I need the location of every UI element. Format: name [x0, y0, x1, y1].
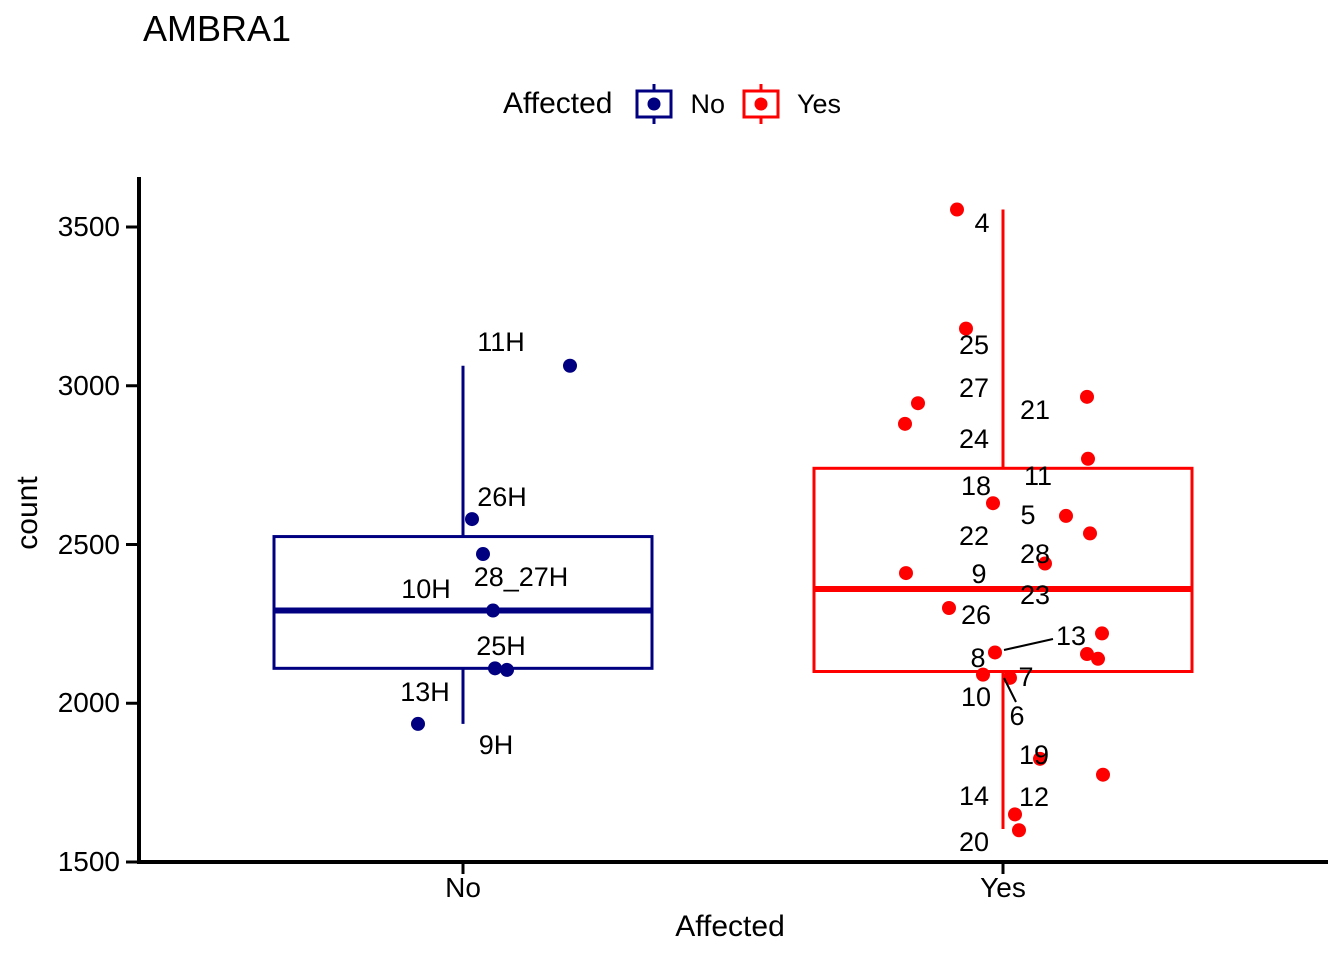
point-label-5: 5 — [1020, 500, 1035, 530]
data-point-7 — [1003, 670, 1017, 685]
point-label-26H: 26H — [477, 482, 527, 512]
point-label-9: 9 — [971, 559, 986, 589]
y-tick-label: 2500 — [57, 528, 120, 560]
point-label-24: 24 — [959, 424, 989, 454]
point-label-23: 23 — [1020, 580, 1050, 610]
point-label-28: 28 — [1020, 539, 1050, 569]
point-label-27: 27 — [959, 373, 989, 403]
point-label-7: 7 — [1018, 662, 1033, 692]
x-tick-label-yes: Yes — [980, 872, 1026, 903]
point-label-19: 19 — [1019, 740, 1049, 770]
data-point-9 — [899, 566, 913, 581]
data-point-6 — [1091, 651, 1105, 666]
data-point-12 — [1008, 807, 1022, 822]
point-label-10: 10 — [961, 682, 991, 712]
data-point-13 — [988, 645, 1002, 660]
y-tick-label: 3000 — [57, 369, 120, 401]
legend-label-no: No — [690, 88, 725, 119]
data-point-14 — [1096, 767, 1110, 782]
point-label-22: 22 — [959, 521, 989, 551]
label-leader-line-6 — [1003, 677, 1017, 703]
point-label-18: 18 — [961, 471, 991, 501]
point-label-6: 6 — [1009, 701, 1024, 731]
point-label-13: 13 — [1056, 621, 1086, 651]
data-point-13H — [411, 716, 425, 731]
data-point-25 — [959, 321, 973, 336]
data-point-26H — [465, 512, 479, 527]
data-point-9H — [500, 662, 514, 677]
point-label-14: 14 — [959, 781, 989, 811]
data-point-28 — [1038, 556, 1052, 571]
data-point-5 — [1059, 508, 1073, 523]
x-tick-label-no: No — [445, 872, 481, 903]
legend-label-yes: Yes — [797, 88, 842, 119]
legend-title: Affected — [502, 87, 613, 120]
chart-title: AMBRA1 — [143, 8, 292, 49]
x-axis-title: Affected — [675, 910, 785, 943]
y-tick-label: 1500 — [57, 846, 120, 877]
data-point-10H — [486, 603, 500, 618]
data-point-19 — [1033, 751, 1047, 766]
label-leader-line-13 — [1003, 638, 1054, 651]
data-point-8 — [1080, 647, 1094, 662]
data-point-10 — [976, 667, 990, 682]
box-no — [272, 535, 654, 670]
data-point-18 — [986, 496, 1000, 511]
data-point-26 — [942, 601, 956, 615]
y-tick-label: 3500 — [57, 211, 120, 242]
data-point-25H — [488, 661, 502, 676]
data-point-11H — [563, 358, 577, 373]
point-label-13H: 13H — [400, 677, 450, 707]
point-label-25H: 25H — [476, 631, 526, 661]
data-point-20 — [1012, 823, 1026, 838]
point-label-20: 20 — [959, 827, 989, 857]
data-point-23 — [1095, 626, 1109, 641]
data-point-22 — [1083, 526, 1097, 541]
box-yes — [812, 466, 1194, 673]
point-label-11: 11 — [1024, 461, 1052, 491]
boxplot-key-icon-no — [635, 84, 673, 124]
point-label-8: 8 — [970, 643, 985, 673]
data-point-24 — [898, 416, 912, 431]
point-label-21: 21 — [1020, 395, 1050, 425]
point-label-25: 25 — [959, 330, 989, 360]
data-point-11 — [1081, 451, 1095, 466]
data-point-4 — [950, 202, 964, 217]
boxplot-key-icon-yes — [742, 84, 780, 124]
point-label-10H: 10H — [401, 574, 451, 604]
point-label-28_27H: 28_27H — [474, 562, 569, 592]
point-label-11H: 11H — [477, 327, 525, 357]
point-label-4: 4 — [974, 208, 989, 238]
data-point-21 — [1080, 389, 1094, 404]
legend: Affected No Yes — [0, 80, 1344, 128]
point-label-9H: 9H — [479, 730, 514, 760]
data-point-27 — [911, 396, 925, 411]
data-point-28_27H — [476, 547, 490, 562]
y-tick-label: 2000 — [57, 687, 120, 719]
point-label-12: 12 — [1019, 782, 1049, 812]
point-label-26: 26 — [961, 600, 991, 630]
